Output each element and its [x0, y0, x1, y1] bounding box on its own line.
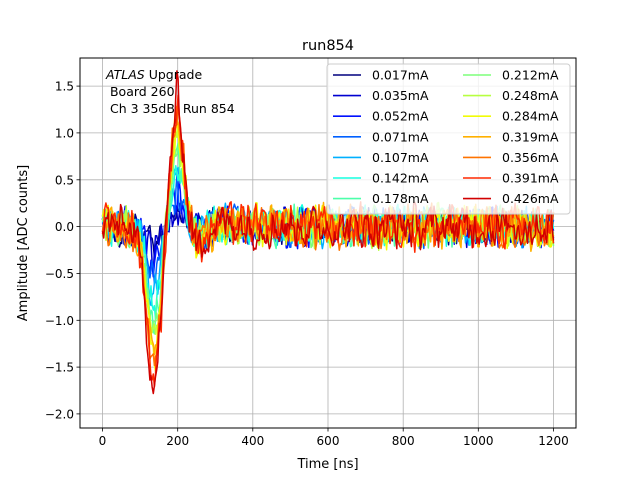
y-tick-label: −0.5 — [45, 267, 74, 281]
x-tick-label: 600 — [317, 434, 340, 448]
annotation-atlas: ATLAS — [105, 67, 145, 82]
x-tick-label: 1000 — [463, 434, 494, 448]
chart-title: run854 — [302, 38, 354, 54]
x-tick-label: 200 — [166, 434, 189, 448]
legend-label: 0.142mA — [372, 171, 429, 186]
y-tick-label: −2.0 — [45, 407, 74, 421]
y-tick-label: 0.5 — [55, 173, 74, 187]
legend-label: 0.284mA — [502, 109, 559, 124]
annotation-upgrade: Upgrade — [145, 67, 203, 82]
y-tick-label: 0.0 — [55, 220, 74, 234]
series-line-0.391mA — [101, 94, 555, 388]
x-tick-label: 800 — [392, 434, 415, 448]
x-tick-label: 0 — [99, 434, 107, 448]
annotation-line-3: Ch 3 35dB Run 854 — [106, 101, 235, 116]
legend-label: 0.248mA — [502, 88, 559, 103]
legend: 0.017mA 0.035mA 0.052mA 0.071mA 0.107mA 0.142… — [326, 63, 571, 215]
legend-label: 0.017mA — [372, 68, 429, 83]
legend-label: 0.035mA — [372, 88, 429, 103]
y-tick-label: −1.5 — [45, 361, 74, 375]
x-tick-label: 400 — [241, 434, 264, 448]
x-axis-label: Time [ns] — [296, 457, 358, 472]
legend-box — [326, 63, 571, 215]
legend-label: 0.107mA — [372, 150, 429, 165]
legend-label: 0.319mA — [502, 129, 559, 144]
legend-label: 0.391mA — [502, 171, 559, 186]
legend-label: 0.178mA — [372, 191, 429, 206]
legend-items: 0.017mA 0.035mA 0.052mA 0.071mA 0.107mA 0.142… — [333, 68, 559, 206]
legend-label: 0.356mA — [502, 150, 559, 165]
legend-label: 0.426mA — [502, 191, 559, 206]
annotation-line-2: Board 260 — [106, 84, 175, 99]
annotation-text: ATLAS Upgrade Board 260 Ch 3 35dB Run 85… — [105, 67, 235, 116]
legend-label: 0.212mA — [502, 68, 559, 83]
y-axis-label: Amplitude [ADC counts] — [16, 165, 31, 321]
legend-label: 0.052mA — [372, 109, 429, 124]
y-tick-label: −1.0 — [45, 314, 74, 328]
legend-label: 0.071mA — [372, 129, 429, 144]
y-tick-label: 1.5 — [55, 80, 74, 94]
y-tick-label: 1.0 — [55, 126, 74, 140]
series-line-0.426mA — [101, 70, 555, 395]
tick-layer: 0 200 400 600 800 1000 1200 −2.0 −1.5 −1.0 −0.5 0.0… — [45, 80, 569, 448]
annotation-line-1: ATLAS Upgrade — [105, 67, 202, 82]
x-tick-label: 1200 — [538, 434, 569, 448]
